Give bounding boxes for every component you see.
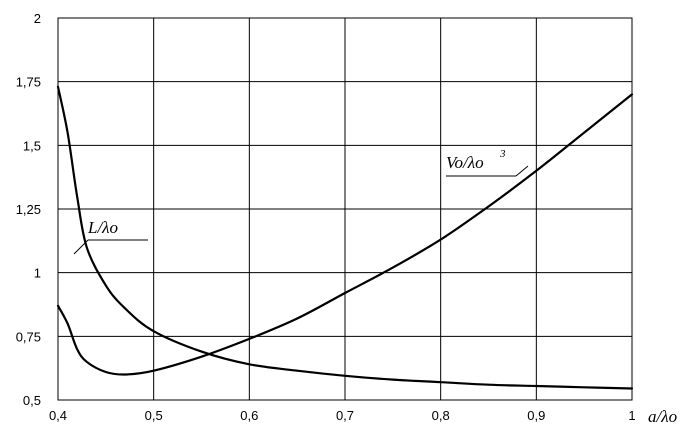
series-label-vo-sup: 3 (499, 148, 506, 160)
y-tick-label: 1,25 (16, 202, 41, 217)
x-tick-label: 0,4 (49, 408, 67, 423)
series-label-vo-text: Vo/λo (446, 153, 484, 172)
y-tick-label: 1,5 (23, 138, 41, 153)
series-vo-curve (56, 93, 634, 376)
x-tick-label: 0,8 (432, 408, 450, 423)
y-tick-label: 0,75 (16, 329, 41, 344)
x-tick-label: 0,9 (527, 408, 545, 423)
series-label-vo-leader (515, 165, 529, 177)
y-tick-label: 0,5 (23, 393, 41, 408)
y-tick-label: 2 (34, 11, 41, 26)
series-label-l-leader (73, 239, 89, 255)
grid (57, 17, 633, 401)
series-label-l: L/λo (73, 218, 148, 255)
y-tick-label: 1,75 (16, 75, 41, 90)
series-l-curve (56, 85, 634, 390)
x-tick-label: 0,5 (145, 408, 163, 423)
y-tick-label: 1 (34, 266, 41, 281)
series-label-vo: Vo/λo 3 (446, 148, 529, 177)
x-tick-label: 0,6 (240, 408, 258, 423)
x-tick-label: 0,7 (336, 408, 354, 423)
y-axis-ticks: 0,5 0,75 1 1,25 1,5 1,75 2 (16, 11, 41, 408)
curves (56, 85, 634, 390)
x-axis-ticks: 0,4 0,5 0,6 0,7 0,8 0,9 1 (49, 408, 636, 423)
series-label-l-text: L/λo (87, 218, 118, 237)
x-tick-label: 1 (628, 408, 635, 423)
x-axis-label: a/λo (648, 407, 677, 426)
